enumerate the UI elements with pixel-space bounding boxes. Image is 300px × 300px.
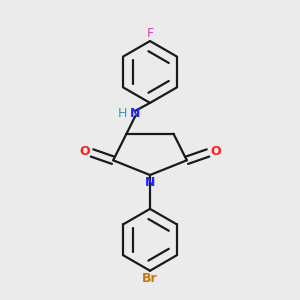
Text: O: O bbox=[210, 145, 221, 158]
Text: F: F bbox=[146, 27, 154, 40]
Text: O: O bbox=[79, 145, 90, 158]
Text: N: N bbox=[145, 176, 155, 189]
Text: Br: Br bbox=[142, 272, 158, 286]
Text: N: N bbox=[130, 107, 140, 120]
Text: H: H bbox=[118, 107, 127, 120]
